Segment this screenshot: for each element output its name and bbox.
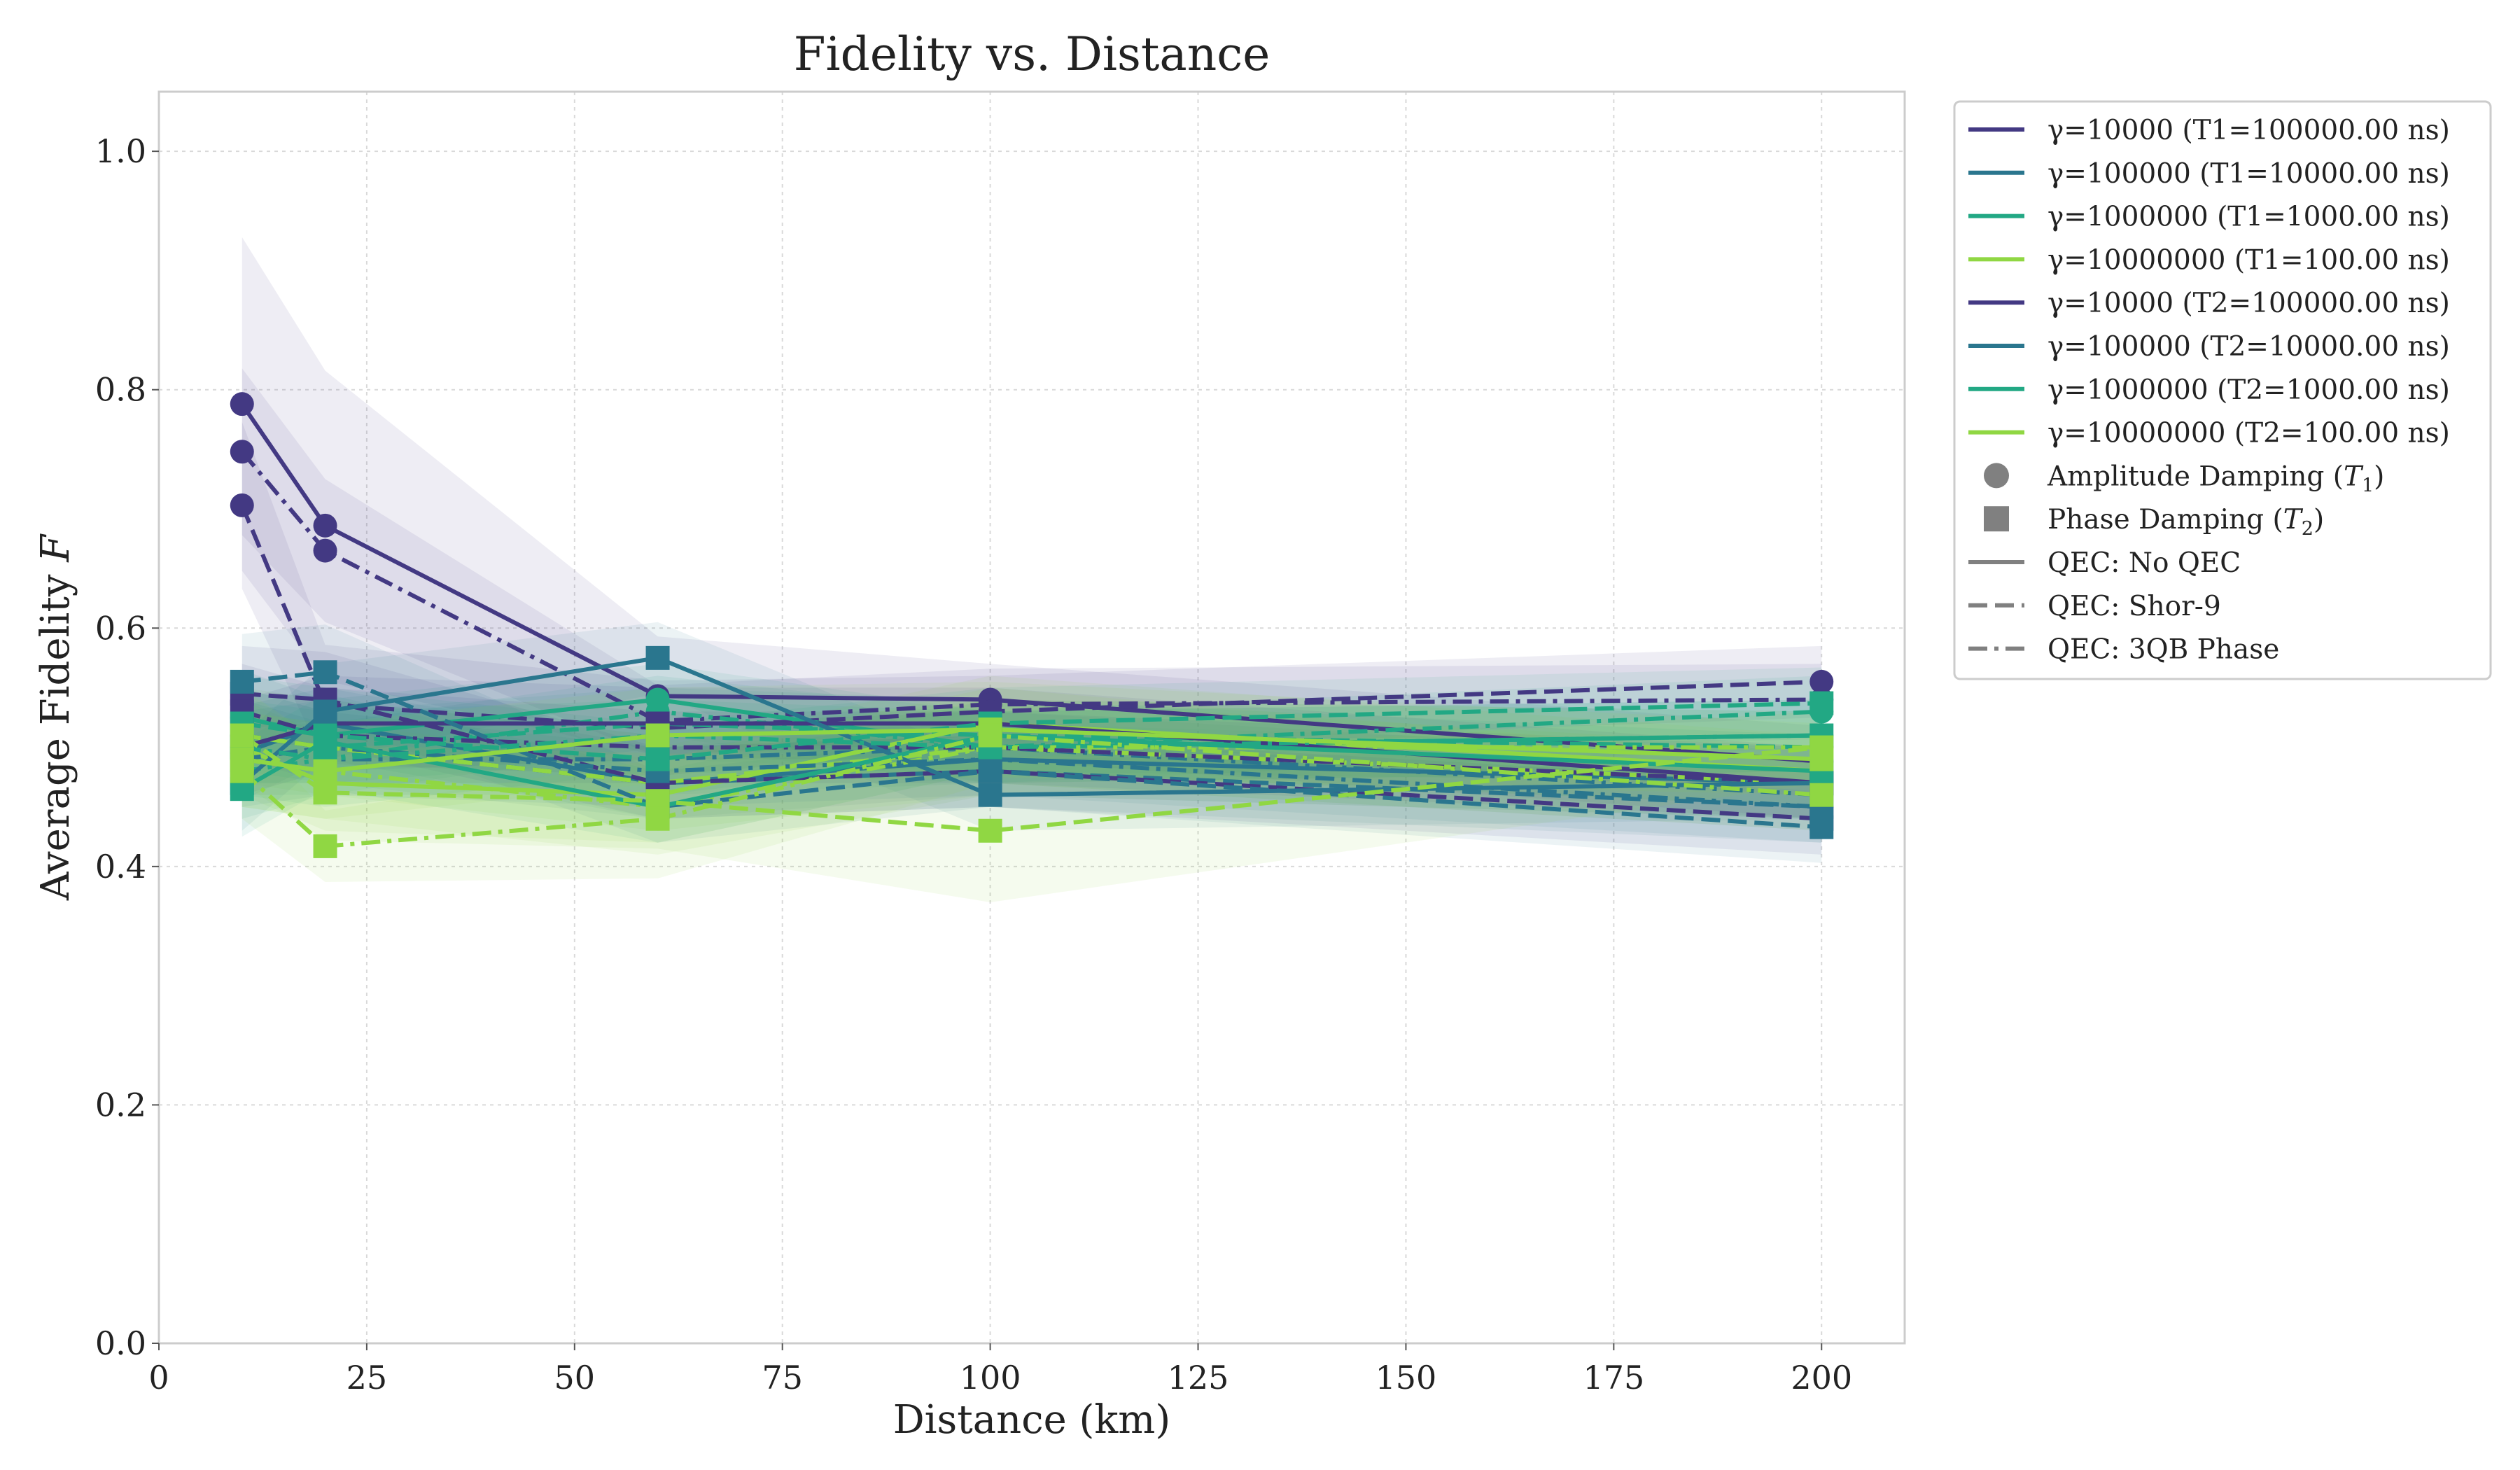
- legend-circle-marker: [1984, 463, 2009, 489]
- x-ticks: 0 25 50 75 100 125 150 175 200: [148, 1343, 1852, 1396]
- x-tick-label: 175: [1583, 1359, 1644, 1396]
- series-band: [241, 699, 1822, 831]
- y-tick-label: 0.2: [95, 1086, 146, 1124]
- legend-label-text: γ=10000000 (T2=100.00 ns): [2047, 418, 2450, 449]
- legend-label-text: γ=1000000 (T2=1000.00 ns): [2047, 374, 2450, 406]
- data-point: [230, 669, 254, 694]
- data-point: [230, 759, 254, 783]
- legend-label-text: Amplitude Damping (: [2047, 461, 2344, 492]
- series-line: [241, 733, 1822, 785]
- y-tick-label: 0.8: [95, 371, 146, 409]
- x-tick-label: 100: [960, 1359, 1021, 1396]
- data-point: [313, 834, 337, 858]
- legend-label-text: γ=10000 (T1=100000.00 ns): [2047, 115, 2450, 146]
- legend-label: Phase Damping (T2): [2047, 504, 2324, 540]
- legend-label-text: γ=10000 (T2=100000.00 ns): [2047, 288, 2450, 319]
- x-axis-label: Distance (km): [893, 1397, 1171, 1443]
- legend-label-text: γ=1000000 (T1=1000.00 ns): [2047, 202, 2450, 233]
- legend-label-text: QEC: Shor-9: [2047, 591, 2221, 622]
- y-tick-label: 1.0: [95, 132, 146, 170]
- data-point: [313, 759, 337, 783]
- series-band: [241, 699, 1822, 855]
- data-point: [230, 723, 254, 748]
- data-point: [230, 440, 254, 464]
- legend-label-sub: 2: [2302, 518, 2314, 540]
- data-point: [313, 513, 337, 538]
- plot-frame: [158, 90, 1906, 1345]
- legend-label-text: Phase Damping (: [2047, 504, 2283, 536]
- legend-label-sub: 1: [2362, 475, 2374, 496]
- series-band: [241, 622, 1822, 831]
- legend-label-var: T: [2283, 504, 2304, 536]
- legend-label: γ=10000 (T2=100000.00 ns): [2047, 288, 2450, 319]
- data-point: [1809, 815, 1834, 839]
- data-point: [645, 723, 670, 748]
- data-point: [1809, 691, 1834, 715]
- legend-label: γ=100000 (T1=10000.00 ns): [2047, 158, 2450, 190]
- legend-label-end: ): [2374, 461, 2384, 492]
- data-point: [978, 723, 1002, 748]
- data-point: [1809, 783, 1834, 807]
- legend-label: γ=10000000 (T1=100.00 ns): [2047, 244, 2450, 276]
- data-point: [230, 392, 254, 416]
- legend-label-text: γ=100000 (T2=10000.00 ns): [2047, 331, 2450, 363]
- legend-label: γ=10000 (T1=100000.00 ns): [2047, 115, 2450, 146]
- data-point: [313, 780, 337, 805]
- x-tick-label: 200: [1791, 1359, 1852, 1396]
- x-tick-label: 50: [554, 1359, 596, 1396]
- legend-entries: γ=10000 (T1=100000.00 ns) γ=100000 (T1=10…: [1968, 115, 2450, 666]
- y-tick-label: 0.6: [95, 609, 146, 647]
- legend-label: QEC: 3QB Phase: [2047, 634, 2279, 666]
- data-point: [1809, 669, 1834, 694]
- series-band: [241, 237, 1822, 798]
- legend-label-end: ): [2314, 504, 2324, 536]
- data-point: [313, 699, 337, 724]
- x-tick-label: 150: [1376, 1359, 1437, 1396]
- series-band: [241, 699, 1822, 843]
- legend-label: QEC: No QEC: [2047, 547, 2241, 579]
- legend-label-text: QEC: No QEC: [2047, 547, 2241, 579]
- legend-label: γ=1000000 (T1=1000.00 ns): [2047, 202, 2450, 233]
- bands: [241, 237, 1822, 902]
- y-tick-label: 0.4: [95, 848, 146, 886]
- y-axis-label-text: Average Fidelity: [33, 562, 78, 901]
- x-tick-label: 25: [346, 1359, 388, 1396]
- legend: γ=10000 (T1=100000.00 ns) γ=100000 (T1=10…: [1953, 100, 2492, 680]
- chart-title: Fidelity vs. Distance: [794, 27, 1270, 81]
- series-line: [240, 450, 1822, 724]
- x-tick-label: 0: [148, 1359, 169, 1396]
- series-band: [241, 687, 1822, 882]
- data-point: [645, 806, 670, 831]
- x-tick-label: 75: [762, 1359, 803, 1396]
- legend-label-text: γ=100000 (T1=10000.00 ns): [2047, 158, 2450, 190]
- legend-label: γ=1000000 (T2=1000.00 ns): [2047, 374, 2450, 406]
- legend-label-var: T: [2344, 461, 2364, 492]
- legend-frame: [1953, 100, 2492, 680]
- data-point: [978, 818, 1002, 843]
- legend-label-text: QEC: 3QB Phase: [2047, 634, 2279, 666]
- data-point: [313, 660, 337, 685]
- legend-label: γ=10000000 (T2=100.00 ns): [2047, 418, 2450, 449]
- legend-label: Amplitude Damping (T1): [2047, 461, 2384, 496]
- legend-label: γ=100000 (T2=10000.00 ns): [2047, 331, 2450, 363]
- legend-label-text: γ=10000000 (T1=100.00 ns): [2047, 244, 2450, 276]
- y-axis-label: Average Fidelity F: [33, 533, 78, 901]
- data-point: [313, 723, 337, 748]
- data-point: [645, 645, 670, 670]
- data-point: [230, 493, 254, 517]
- series-markers: [230, 392, 1834, 858]
- x-tick-label: 125: [1168, 1359, 1229, 1396]
- y-ticks: 0.0 0.2 0.4 0.6 0.8 1.0: [95, 132, 159, 1362]
- data-point: [645, 747, 670, 771]
- y-axis-label-var: F: [33, 533, 78, 563]
- legend-label: QEC: Shor-9: [2047, 591, 2221, 622]
- data-point: [978, 783, 1002, 807]
- y-tick-label: 0.0: [95, 1324, 146, 1362]
- data-point: [1809, 735, 1834, 760]
- legend-square-marker: [1984, 506, 2009, 532]
- data-point: [313, 538, 337, 563]
